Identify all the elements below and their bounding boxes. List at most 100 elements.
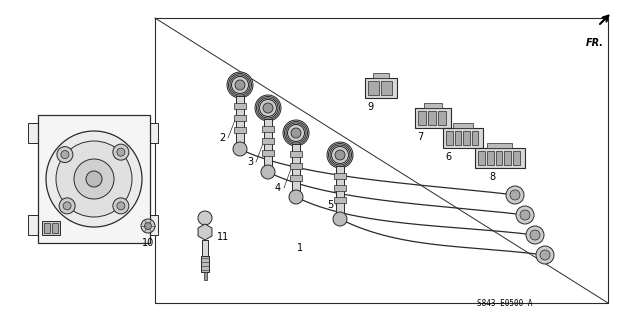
Bar: [415, 108, 451, 128]
Bar: [201, 256, 209, 272]
Circle shape: [258, 98, 278, 118]
Circle shape: [536, 246, 554, 264]
Polygon shape: [198, 224, 212, 240]
Circle shape: [261, 165, 275, 179]
Bar: [290, 175, 302, 181]
Text: 10: 10: [142, 238, 154, 248]
Circle shape: [113, 198, 129, 214]
Bar: [262, 126, 274, 132]
Text: 8: 8: [489, 172, 495, 182]
Bar: [290, 151, 302, 157]
Circle shape: [287, 124, 305, 142]
Bar: [438, 111, 446, 125]
Circle shape: [145, 222, 152, 229]
Circle shape: [228, 73, 252, 97]
Bar: [290, 163, 302, 169]
Circle shape: [259, 100, 276, 116]
Circle shape: [117, 148, 125, 156]
Bar: [334, 173, 346, 179]
Bar: [368, 81, 379, 95]
Bar: [487, 143, 512, 148]
Text: 9: 9: [367, 102, 373, 112]
Circle shape: [117, 202, 125, 210]
Bar: [475, 148, 525, 168]
Bar: [234, 127, 246, 133]
Circle shape: [257, 97, 280, 120]
Circle shape: [289, 190, 303, 204]
Text: 3: 3: [247, 157, 253, 167]
Circle shape: [328, 144, 351, 167]
Circle shape: [506, 186, 524, 204]
Circle shape: [230, 75, 250, 95]
Circle shape: [510, 190, 520, 200]
Bar: [513, 151, 520, 165]
Circle shape: [285, 122, 307, 145]
Bar: [262, 138, 274, 144]
Text: S843-E0500 A: S843-E0500 A: [477, 299, 532, 308]
Circle shape: [540, 250, 550, 260]
Bar: [234, 103, 246, 109]
Text: 1: 1: [297, 243, 303, 253]
Bar: [292, 144, 300, 196]
Text: 11: 11: [217, 232, 229, 242]
Bar: [424, 103, 442, 108]
Circle shape: [330, 145, 350, 165]
Bar: [334, 185, 346, 191]
Circle shape: [286, 123, 306, 143]
Circle shape: [263, 103, 273, 113]
Bar: [28, 215, 38, 235]
Bar: [428, 111, 436, 125]
Circle shape: [232, 77, 248, 93]
Circle shape: [56, 141, 132, 217]
Circle shape: [332, 146, 349, 164]
Bar: [38, 115, 150, 243]
Circle shape: [327, 142, 353, 168]
Circle shape: [520, 210, 530, 220]
Bar: [234, 115, 246, 121]
Bar: [44, 223, 50, 233]
Circle shape: [227, 72, 253, 98]
Bar: [443, 128, 483, 148]
Bar: [478, 151, 485, 165]
Text: 2: 2: [219, 133, 225, 143]
Circle shape: [526, 226, 544, 244]
Bar: [42, 221, 60, 235]
Bar: [262, 150, 274, 156]
Text: 7: 7: [417, 132, 423, 142]
Bar: [150, 123, 158, 143]
Circle shape: [46, 131, 142, 227]
Circle shape: [233, 142, 247, 156]
Bar: [365, 78, 397, 98]
Bar: [52, 223, 58, 233]
Bar: [236, 96, 244, 148]
Circle shape: [61, 151, 69, 159]
Circle shape: [86, 171, 102, 187]
Text: 5: 5: [327, 200, 333, 210]
Circle shape: [530, 230, 540, 240]
Bar: [334, 197, 346, 203]
Bar: [264, 119, 272, 171]
Circle shape: [74, 159, 114, 199]
Bar: [454, 131, 461, 145]
Circle shape: [255, 95, 281, 121]
Bar: [495, 151, 502, 165]
Bar: [373, 73, 389, 78]
Text: FR.: FR.: [586, 38, 604, 48]
Bar: [381, 81, 392, 95]
Circle shape: [198, 211, 212, 225]
Circle shape: [291, 128, 301, 138]
Bar: [336, 166, 344, 218]
Circle shape: [57, 146, 73, 163]
Circle shape: [59, 198, 75, 214]
Circle shape: [235, 80, 245, 90]
Bar: [418, 111, 426, 125]
Bar: [453, 123, 473, 128]
Circle shape: [283, 120, 309, 146]
Bar: [463, 131, 470, 145]
Bar: [202, 240, 208, 258]
Circle shape: [335, 150, 345, 160]
Text: 4: 4: [275, 183, 281, 193]
Text: 6: 6: [445, 152, 451, 162]
Bar: [487, 151, 493, 165]
Circle shape: [516, 206, 534, 224]
